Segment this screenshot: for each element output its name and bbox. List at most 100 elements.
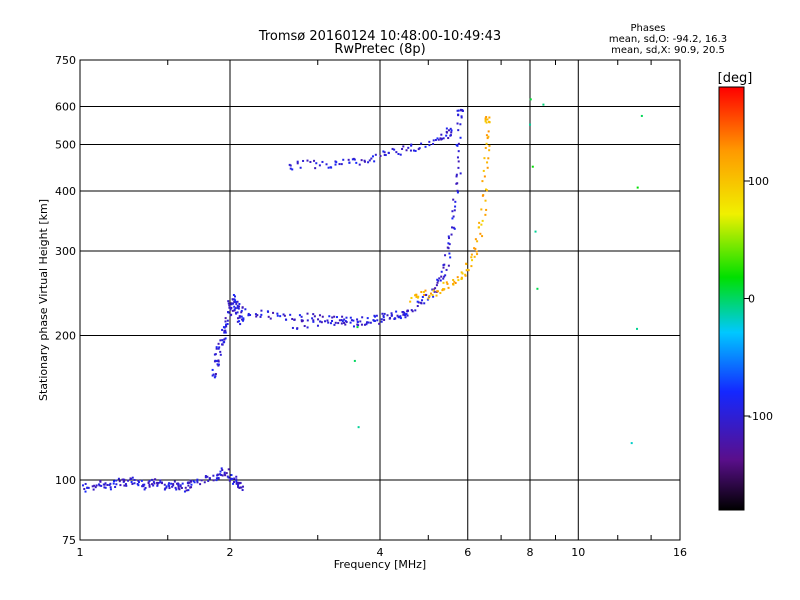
data-point bbox=[343, 321, 346, 324]
data-point bbox=[370, 157, 373, 160]
data-point bbox=[445, 268, 448, 271]
data-point bbox=[235, 302, 238, 305]
data-point bbox=[240, 315, 243, 318]
data-point bbox=[232, 482, 235, 485]
data-point bbox=[482, 169, 485, 172]
data-point bbox=[109, 486, 112, 489]
data-point bbox=[449, 127, 452, 130]
data-point bbox=[269, 317, 272, 320]
data-point bbox=[199, 483, 202, 486]
data-point bbox=[154, 478, 157, 481]
data-point bbox=[331, 319, 334, 322]
data-point bbox=[173, 480, 176, 483]
data-point bbox=[214, 359, 217, 362]
data-point bbox=[236, 304, 239, 307]
data-point bbox=[223, 331, 226, 334]
data-point bbox=[447, 137, 450, 140]
data-point bbox=[151, 483, 154, 486]
data-point bbox=[247, 312, 250, 315]
data-point bbox=[437, 279, 440, 282]
data-point bbox=[242, 318, 245, 321]
data-point bbox=[432, 289, 435, 292]
data-point bbox=[254, 313, 257, 316]
data-point bbox=[426, 298, 429, 301]
data-point bbox=[142, 483, 145, 486]
data-point bbox=[123, 480, 126, 483]
data-point bbox=[356, 326, 359, 329]
data-point bbox=[444, 254, 447, 257]
data-point bbox=[367, 321, 370, 324]
data-point bbox=[485, 121, 488, 124]
data-point bbox=[231, 309, 234, 312]
data-point bbox=[312, 313, 315, 316]
data-point bbox=[356, 321, 359, 324]
data-point bbox=[321, 315, 324, 318]
data-point bbox=[189, 486, 192, 489]
data-point bbox=[473, 255, 476, 258]
data-point bbox=[109, 482, 112, 485]
data-point bbox=[240, 311, 243, 314]
data-point bbox=[234, 295, 237, 298]
data-point bbox=[235, 312, 238, 315]
data-point bbox=[452, 215, 455, 218]
data-point bbox=[636, 327, 639, 330]
data-point bbox=[106, 483, 109, 486]
data-point bbox=[374, 153, 377, 156]
data-point bbox=[436, 290, 439, 293]
data-point bbox=[488, 144, 491, 147]
data-point bbox=[256, 314, 259, 317]
data-point bbox=[283, 314, 286, 317]
stats-header: Phases bbox=[630, 23, 665, 34]
data-point bbox=[361, 316, 364, 319]
data-point bbox=[459, 136, 462, 139]
data-point bbox=[279, 315, 282, 318]
data-point bbox=[474, 238, 477, 241]
data-point bbox=[114, 485, 117, 488]
data-point bbox=[356, 318, 359, 321]
colorbar-ticks: 100 0 -100 bbox=[744, 175, 773, 423]
data-point bbox=[365, 323, 368, 326]
data-point bbox=[221, 343, 224, 346]
data-point bbox=[439, 137, 442, 140]
data-point bbox=[207, 479, 210, 482]
data-point bbox=[119, 484, 122, 487]
data-point bbox=[487, 130, 490, 133]
data-point bbox=[487, 135, 490, 138]
data-point bbox=[389, 317, 392, 320]
data-point bbox=[112, 480, 115, 483]
data-point bbox=[219, 339, 222, 342]
data-point bbox=[217, 364, 220, 367]
data-point bbox=[481, 235, 484, 238]
data-point bbox=[453, 227, 456, 230]
colorbar-tick-label: -100 bbox=[748, 410, 773, 423]
data-point bbox=[177, 485, 180, 488]
data-point bbox=[352, 319, 355, 322]
data-point bbox=[240, 318, 243, 321]
data-point bbox=[453, 209, 456, 212]
data-point bbox=[291, 317, 294, 320]
data-point bbox=[103, 483, 106, 486]
data-point bbox=[232, 298, 235, 301]
data-point bbox=[212, 479, 215, 482]
data-point bbox=[190, 480, 193, 483]
data-point bbox=[228, 304, 231, 307]
data-point bbox=[236, 317, 239, 320]
data-point bbox=[94, 486, 97, 489]
data-point bbox=[133, 478, 136, 481]
data-point bbox=[416, 300, 419, 303]
data-point bbox=[484, 199, 487, 202]
data-point bbox=[215, 479, 218, 482]
data-point bbox=[412, 149, 415, 152]
data-point bbox=[337, 322, 340, 325]
data-point bbox=[449, 256, 452, 259]
data-point bbox=[115, 483, 118, 486]
data-point bbox=[296, 162, 299, 165]
data-point bbox=[226, 475, 229, 478]
data-point bbox=[470, 256, 473, 259]
colorbar-tick-label: 100 bbox=[748, 175, 769, 188]
data-point bbox=[327, 166, 330, 169]
data-point bbox=[456, 276, 459, 279]
y-tick-label: 100 bbox=[55, 474, 76, 487]
data-point bbox=[486, 166, 489, 169]
data-point bbox=[448, 252, 451, 255]
